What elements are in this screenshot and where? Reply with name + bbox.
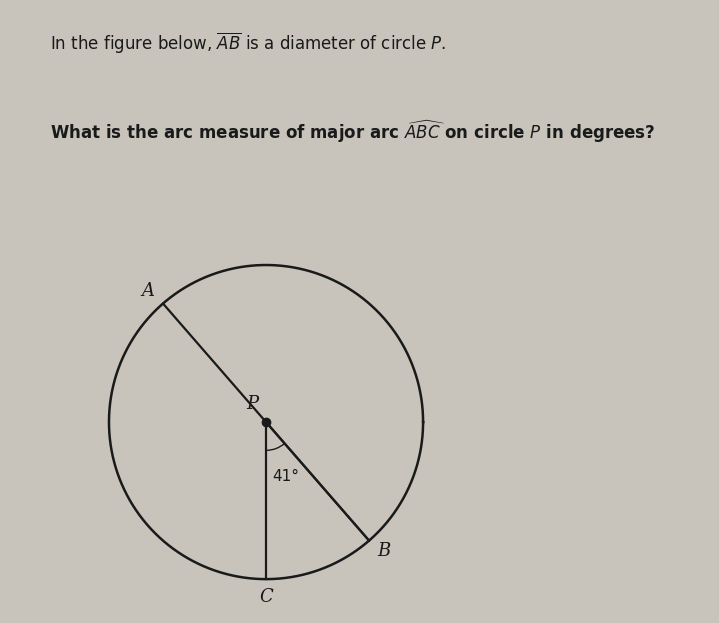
Text: A: A: [142, 282, 155, 300]
Text: What is the arc measure of major arc $\widehat{ABC}$ on circle $P$ in degrees?: What is the arc measure of major arc $\w…: [50, 118, 656, 145]
Text: P: P: [246, 394, 258, 412]
Text: In the figure below, $\overline{AB}$ is a diameter of circle $P$.: In the figure below, $\overline{AB}$ is …: [50, 31, 446, 56]
Text: 41°: 41°: [273, 469, 299, 484]
Text: B: B: [377, 543, 391, 560]
Text: C: C: [259, 587, 273, 606]
